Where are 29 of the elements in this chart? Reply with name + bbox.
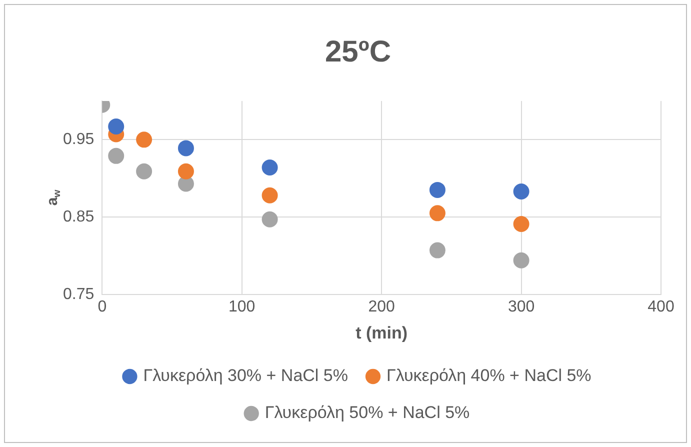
chart-title: 25ºC: [325, 35, 391, 68]
x-tick-label: 300: [508, 298, 535, 316]
point: [108, 148, 124, 164]
point: [108, 118, 124, 135]
legend-label: Γλυκερόλη 50% + NaCl 5%: [264, 403, 470, 422]
point: [429, 205, 446, 222]
x-tick-label: 400: [648, 298, 674, 316]
y-tick-label: 0.85: [63, 208, 94, 226]
point: [136, 163, 152, 180]
legend-label: Γλυκερόλη 40% + NaCl 5%: [386, 366, 592, 386]
x-tick-label: 0: [98, 298, 107, 316]
point: [262, 187, 278, 204]
point: [262, 211, 278, 228]
legend-label: Γλυκερόλη 30% + NaCl 5%: [143, 366, 348, 386]
point: [178, 163, 194, 180]
point: [513, 216, 530, 232]
y-tick-label: 0.75: [63, 286, 94, 303]
point: [136, 132, 152, 148]
y-axis-title: aw: [44, 189, 64, 206]
x-tick-label: 100: [228, 298, 256, 316]
point: [429, 182, 446, 198]
point: [513, 184, 530, 200]
y-tick-label: 0.95: [63, 131, 94, 148]
x-axis-title: t (min): [356, 323, 408, 342]
point: [262, 160, 278, 176]
point: [178, 140, 194, 156]
point: [429, 242, 446, 258]
x-tick-label: 200: [368, 298, 396, 316]
point: [513, 252, 530, 268]
